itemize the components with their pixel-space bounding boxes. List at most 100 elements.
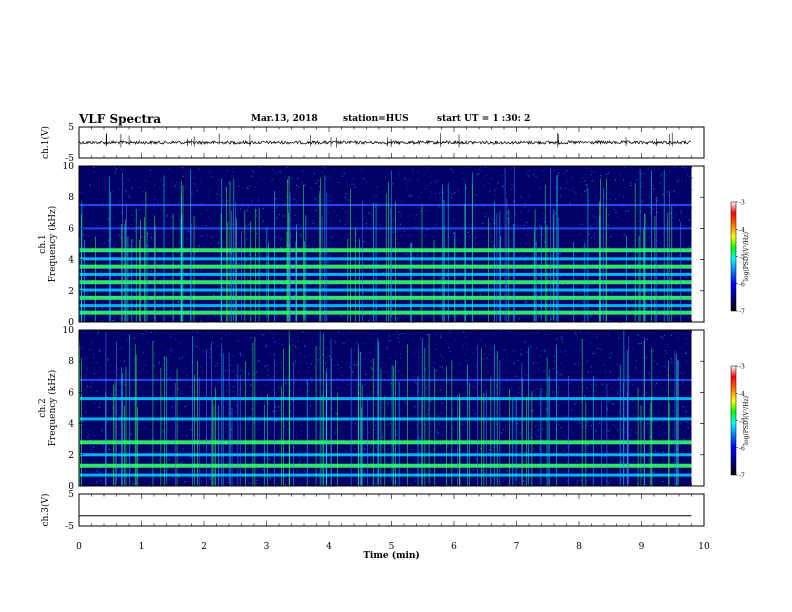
spectrogram-speckle: [368, 212, 370, 214]
spectrogram-speckle: [434, 192, 437, 195]
spectrogram-speckle: [242, 355, 244, 357]
spectrogram-speckle: [91, 378, 93, 380]
spectrogram-speckle: [658, 470, 660, 473]
spectrogram-speckle: [518, 286, 520, 288]
spectrogram-speckle: [520, 196, 522, 198]
spectrogram-speckle: [266, 344, 268, 346]
spectrogram-speckle: [185, 291, 188, 293]
spectrogram-speckle: [449, 230, 451, 232]
spectrogram-band: [79, 440, 692, 445]
spectrogram-speckle: [107, 357, 109, 360]
spectrogram-speckle: [501, 450, 503, 452]
spectrogram-speckle: [234, 385, 236, 387]
spectrogram-speckle: [426, 229, 428, 231]
spectrogram-speckle: [373, 386, 376, 388]
spectrogram-speckle: [313, 366, 316, 368]
colorbar-tick-label: -3: [739, 364, 745, 371]
spectrogram-speckle: [142, 333, 144, 335]
spectrogram-speckle: [158, 361, 160, 364]
spectrogram-speckle: [79, 481, 82, 484]
spectrogram-speckle: [227, 369, 229, 371]
spectrogram-speckle: [612, 423, 614, 426]
spectrogram-speckle: [507, 217, 509, 220]
spectrogram-speckle: [640, 185, 643, 188]
spectrogram-speckle: [551, 255, 553, 257]
spectrogram-speckle: [684, 438, 686, 440]
spectrogram-speckle: [429, 400, 431, 402]
spectrogram-speckle: [388, 237, 390, 239]
spectrogram-speckle: [298, 456, 300, 458]
spectrogram-speckle: [428, 452, 430, 454]
spectrogram-speckle: [261, 485, 263, 488]
spectrogram-speckle: [238, 262, 241, 265]
x-tick-label: 5: [389, 542, 395, 552]
spectrogram-speckle: [262, 333, 264, 336]
spectrogram-speckle: [410, 195, 413, 197]
spectrogram-speckle: [245, 225, 247, 227]
spectrogram-speckle: [608, 214, 610, 216]
spectrogram-speckle: [279, 239, 281, 241]
spectrogram-speckle: [344, 211, 346, 213]
spectrogram-speckle: [472, 409, 474, 411]
spectrogram-speckle: [513, 201, 515, 203]
colorbar-tick-label: -4: [739, 391, 745, 398]
spectrogram-speckle: [108, 409, 110, 411]
spectrogram-speckle: [620, 452, 622, 454]
spectrogram-speckle: [274, 341, 276, 343]
spectrogram-speckle: [520, 377, 522, 379]
spectrogram-speckle: [467, 276, 470, 278]
spectrogram-speckle: [114, 317, 116, 320]
spectrogram-speckle: [598, 423, 600, 425]
spectrogram-speckle: [500, 432, 503, 434]
spectrogram-speckle: [453, 471, 455, 474]
spectrogram-speckle: [565, 187, 567, 189]
spectrogram-speckle: [670, 189, 672, 191]
spectrogram-speckle: [196, 190, 198, 192]
spectrogram-speckle: [311, 220, 314, 222]
spectrogram-speckle: [329, 349, 331, 351]
spectrogram-speckle: [449, 332, 451, 334]
spectrogram-speckle: [537, 255, 540, 257]
spectrogram-speckle: [404, 400, 406, 402]
spectrogram-speckle: [162, 184, 164, 186]
spectrogram-speckle: [345, 286, 347, 288]
spectrogram-speckle: [246, 239, 248, 241]
spectrogram-speckle: [251, 200, 253, 202]
spectrogram-speckle: [570, 176, 572, 179]
spectrogram-speckle: [223, 276, 225, 278]
spectrogram-speckle: [341, 175, 343, 177]
spectrogram-speckle: [81, 423, 83, 425]
spectrogram-speckle: [430, 431, 433, 433]
spectrogram-speckle: [161, 395, 163, 397]
spectrogram-speckle: [502, 185, 504, 188]
spectrogram-speckle: [392, 299, 395, 301]
x-tick-label: 4: [326, 542, 332, 552]
spectrogram-speckle: [267, 364, 269, 366]
spectrogram-speckle: [438, 432, 440, 434]
spectrogram-speckle: [642, 172, 644, 174]
spectrogram-speckle: [530, 346, 532, 348]
spectrogram-speckle: [257, 200, 259, 202]
spectrogram-speckle: [453, 218, 455, 220]
spectrogram-speckle: [592, 352, 594, 355]
spectrogram-speckle: [80, 376, 82, 378]
spectrogram-speckle: [515, 400, 518, 402]
spectrogram-speckle: [654, 385, 656, 387]
spectrogram-speckle: [104, 242, 106, 244]
spectrogram-speckle: [515, 269, 517, 271]
spectrogram-speckle: [502, 306, 504, 309]
spectrogram-speckle: [250, 462, 253, 465]
spectrogram-speckle: [409, 179, 411, 181]
spectrogram-speckle: [418, 452, 420, 454]
spectrogram-speckle: [387, 424, 389, 426]
spectrogram-speckle: [107, 218, 110, 220]
spectrogram-speckle: [490, 287, 492, 289]
spectrogram-speckle: [96, 391, 98, 393]
spectrogram-speckle: [345, 193, 347, 195]
spectrogram-speckle: [296, 201, 298, 203]
spectrogram-speckle: [196, 345, 199, 348]
spectrogram-speckle: [684, 445, 686, 447]
spectrogram-speckle: [608, 320, 610, 322]
spectrogram-speckle: [146, 205, 148, 208]
spectrogram-speckle: [607, 438, 610, 440]
